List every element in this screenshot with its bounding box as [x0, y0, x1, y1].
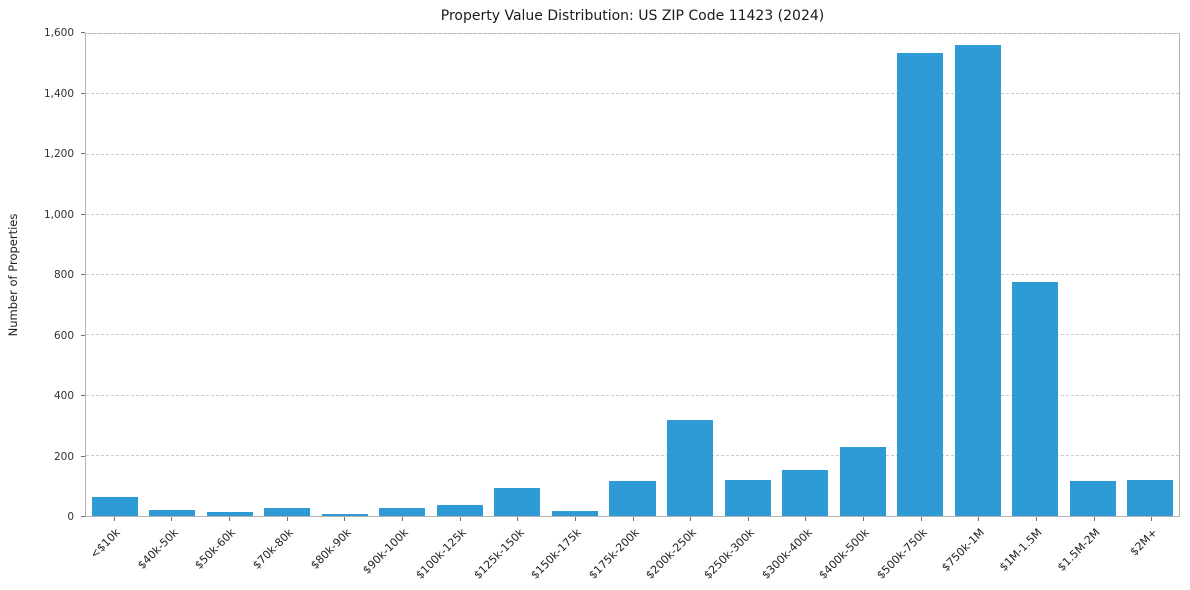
- x-tick-mark: [286, 517, 288, 521]
- x-tick-label: $250k-300k: [701, 526, 757, 582]
- x-tick-label: $150k-175k: [528, 526, 585, 582]
- gridline: [86, 153, 1179, 155]
- bar: [264, 507, 311, 516]
- bar: [839, 447, 886, 516]
- x-tick-mark: [344, 517, 346, 521]
- x-tick-label: $70k-80k: [250, 526, 296, 572]
- x-tick-label: $500k-750k: [874, 526, 930, 582]
- x-tick-mark: [401, 517, 403, 521]
- x-tick-mark: [113, 517, 115, 521]
- gridlines: [86, 33, 1179, 516]
- bar: [609, 481, 656, 516]
- gridline: [86, 394, 1179, 396]
- bar: [897, 52, 944, 516]
- x-tick-mark: [978, 517, 980, 521]
- y-tick-label: 600: [53, 329, 74, 342]
- y-tick-mark: [81, 334, 85, 336]
- x-tick-label: $1M-1.5M: [997, 526, 1046, 574]
- x-tick-mark: [632, 517, 634, 521]
- bar: [782, 470, 829, 516]
- bar: [379, 507, 426, 516]
- y-tick-mark: [81, 32, 85, 33]
- x-tick-label: $300k-400k: [758, 526, 815, 582]
- bar: [667, 420, 714, 516]
- x-tick-mark: [690, 517, 692, 521]
- x-tick-mark: [747, 517, 749, 521]
- x-tick-mark: [574, 517, 576, 521]
- bars-container: [86, 34, 1179, 516]
- x-tick-label: <$10k: [87, 526, 124, 562]
- x-axis: <$10k $40k-50k $50k-60k $70k-80k $80k-90k $90…: [85, 517, 1180, 590]
- x-tick-label: $200k-250k: [643, 526, 700, 582]
- y-tick-label: 800: [53, 269, 74, 281]
- x-tick-mark: [1093, 517, 1095, 521]
- x-tick-label: $50k-60k: [192, 526, 239, 572]
- bar: [149, 509, 196, 516]
- y-tick-mark: [81, 395, 85, 396]
- y-tick-label: 1,200: [43, 148, 74, 160]
- x-tick-label: $90k-100k: [360, 526, 412, 577]
- bar: [1069, 481, 1116, 516]
- x-tick-mark: [920, 517, 922, 521]
- bar: [436, 504, 483, 516]
- y-tick-label: 1,600: [43, 27, 74, 39]
- bar: [1012, 281, 1059, 516]
- bar: [954, 44, 1001, 516]
- gridline: [86, 454, 1179, 456]
- y-tick-mark: [81, 455, 85, 457]
- x-tick-mark: [171, 517, 173, 521]
- y-tick-mark: [81, 516, 85, 517]
- x-tick-label: $125k-150k: [470, 526, 527, 582]
- y-tick-label: 0: [67, 511, 74, 523]
- x-tick-mark: [517, 517, 519, 521]
- x-tick-label: $40k-50k: [134, 526, 181, 572]
- x-tick-mark: [229, 517, 231, 521]
- bar: [494, 487, 541, 516]
- bar: [724, 479, 771, 516]
- y-tick-mark: [81, 274, 85, 275]
- gridline: [86, 334, 1179, 336]
- y-tick-mark: [81, 153, 85, 154]
- x-tick-mark: [1151, 517, 1153, 521]
- x-tick-mark: [805, 517, 807, 521]
- x-tick-label: $80k-90k: [307, 526, 354, 572]
- chart-title: Property Value Distribution: US ZIP Code…: [440, 8, 825, 24]
- plot-area: [85, 33, 1180, 517]
- x-tick-mark: [1035, 517, 1037, 521]
- y-tick-label: 400: [53, 390, 74, 402]
- x-tick-mark: [863, 517, 865, 521]
- x-tick-label: $2M+: [1128, 526, 1161, 559]
- y-tick-mark: [81, 92, 85, 94]
- y-tick-label: 1,000: [43, 208, 74, 221]
- bar: [321, 513, 368, 516]
- x-tick-label: $175k-200k: [586, 526, 642, 582]
- bar: [1127, 480, 1174, 516]
- y-tick-label: 200: [53, 450, 74, 463]
- bar: [91, 497, 138, 516]
- gridline: [86, 274, 1179, 275]
- gridline: [86, 33, 1179, 34]
- y-tick-mark: [81, 213, 85, 215]
- bar: [206, 512, 253, 516]
- bar: [551, 510, 598, 516]
- x-tick-label: $750k-1M: [939, 526, 988, 574]
- y-axis: 0 200 400 600 800 1,000 1,200 1,400 1,600: [0, 27, 85, 523]
- x-tick-mark: [459, 517, 461, 521]
- x-tick-label: $1.5M-2M: [1055, 526, 1103, 574]
- gridline: [86, 213, 1179, 215]
- y-tick-label: 1,400: [43, 87, 74, 100]
- gridline: [86, 93, 1179, 95]
- x-tick-label: $100k-125k: [413, 526, 469, 582]
- x-tick-label: $400k-500k: [816, 526, 873, 582]
